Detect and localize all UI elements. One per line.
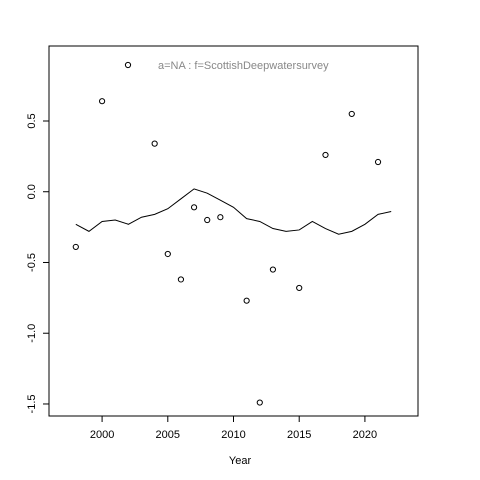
y-tick-label: -1.5 [26, 394, 38, 413]
point [374, 158, 382, 166]
point [243, 297, 250, 304]
y-tick-label: -0.5 [26, 253, 38, 272]
point [322, 151, 329, 159]
x-tick-label: 2010 [221, 429, 245, 441]
point [256, 399, 263, 406]
point [217, 214, 224, 221]
y-tick-label: 0.5 [26, 113, 38, 128]
trend-line [75, 188, 392, 235]
x-axis-label: Year [229, 455, 252, 467]
legend-symbol [124, 61, 132, 69]
point [269, 266, 277, 273]
point [98, 98, 106, 105]
point [164, 250, 171, 258]
point [177, 276, 185, 283]
x-tick-label: 2020 [353, 429, 377, 441]
y-tick-label: 0.0 [26, 184, 38, 199]
point [204, 216, 211, 224]
point [72, 243, 79, 251]
point [296, 284, 303, 292]
x-tick-label: 2000 [90, 429, 114, 441]
x-tick-label: 2015 [287, 429, 311, 441]
point [190, 204, 198, 211]
y-tick-label: -1.0 [26, 324, 38, 343]
point [151, 140, 158, 147]
legend-label: a=NA : f=ScottishDeepwatersurvey [158, 60, 329, 72]
point [348, 110, 355, 118]
x-tick-label: 2005 [156, 429, 180, 441]
